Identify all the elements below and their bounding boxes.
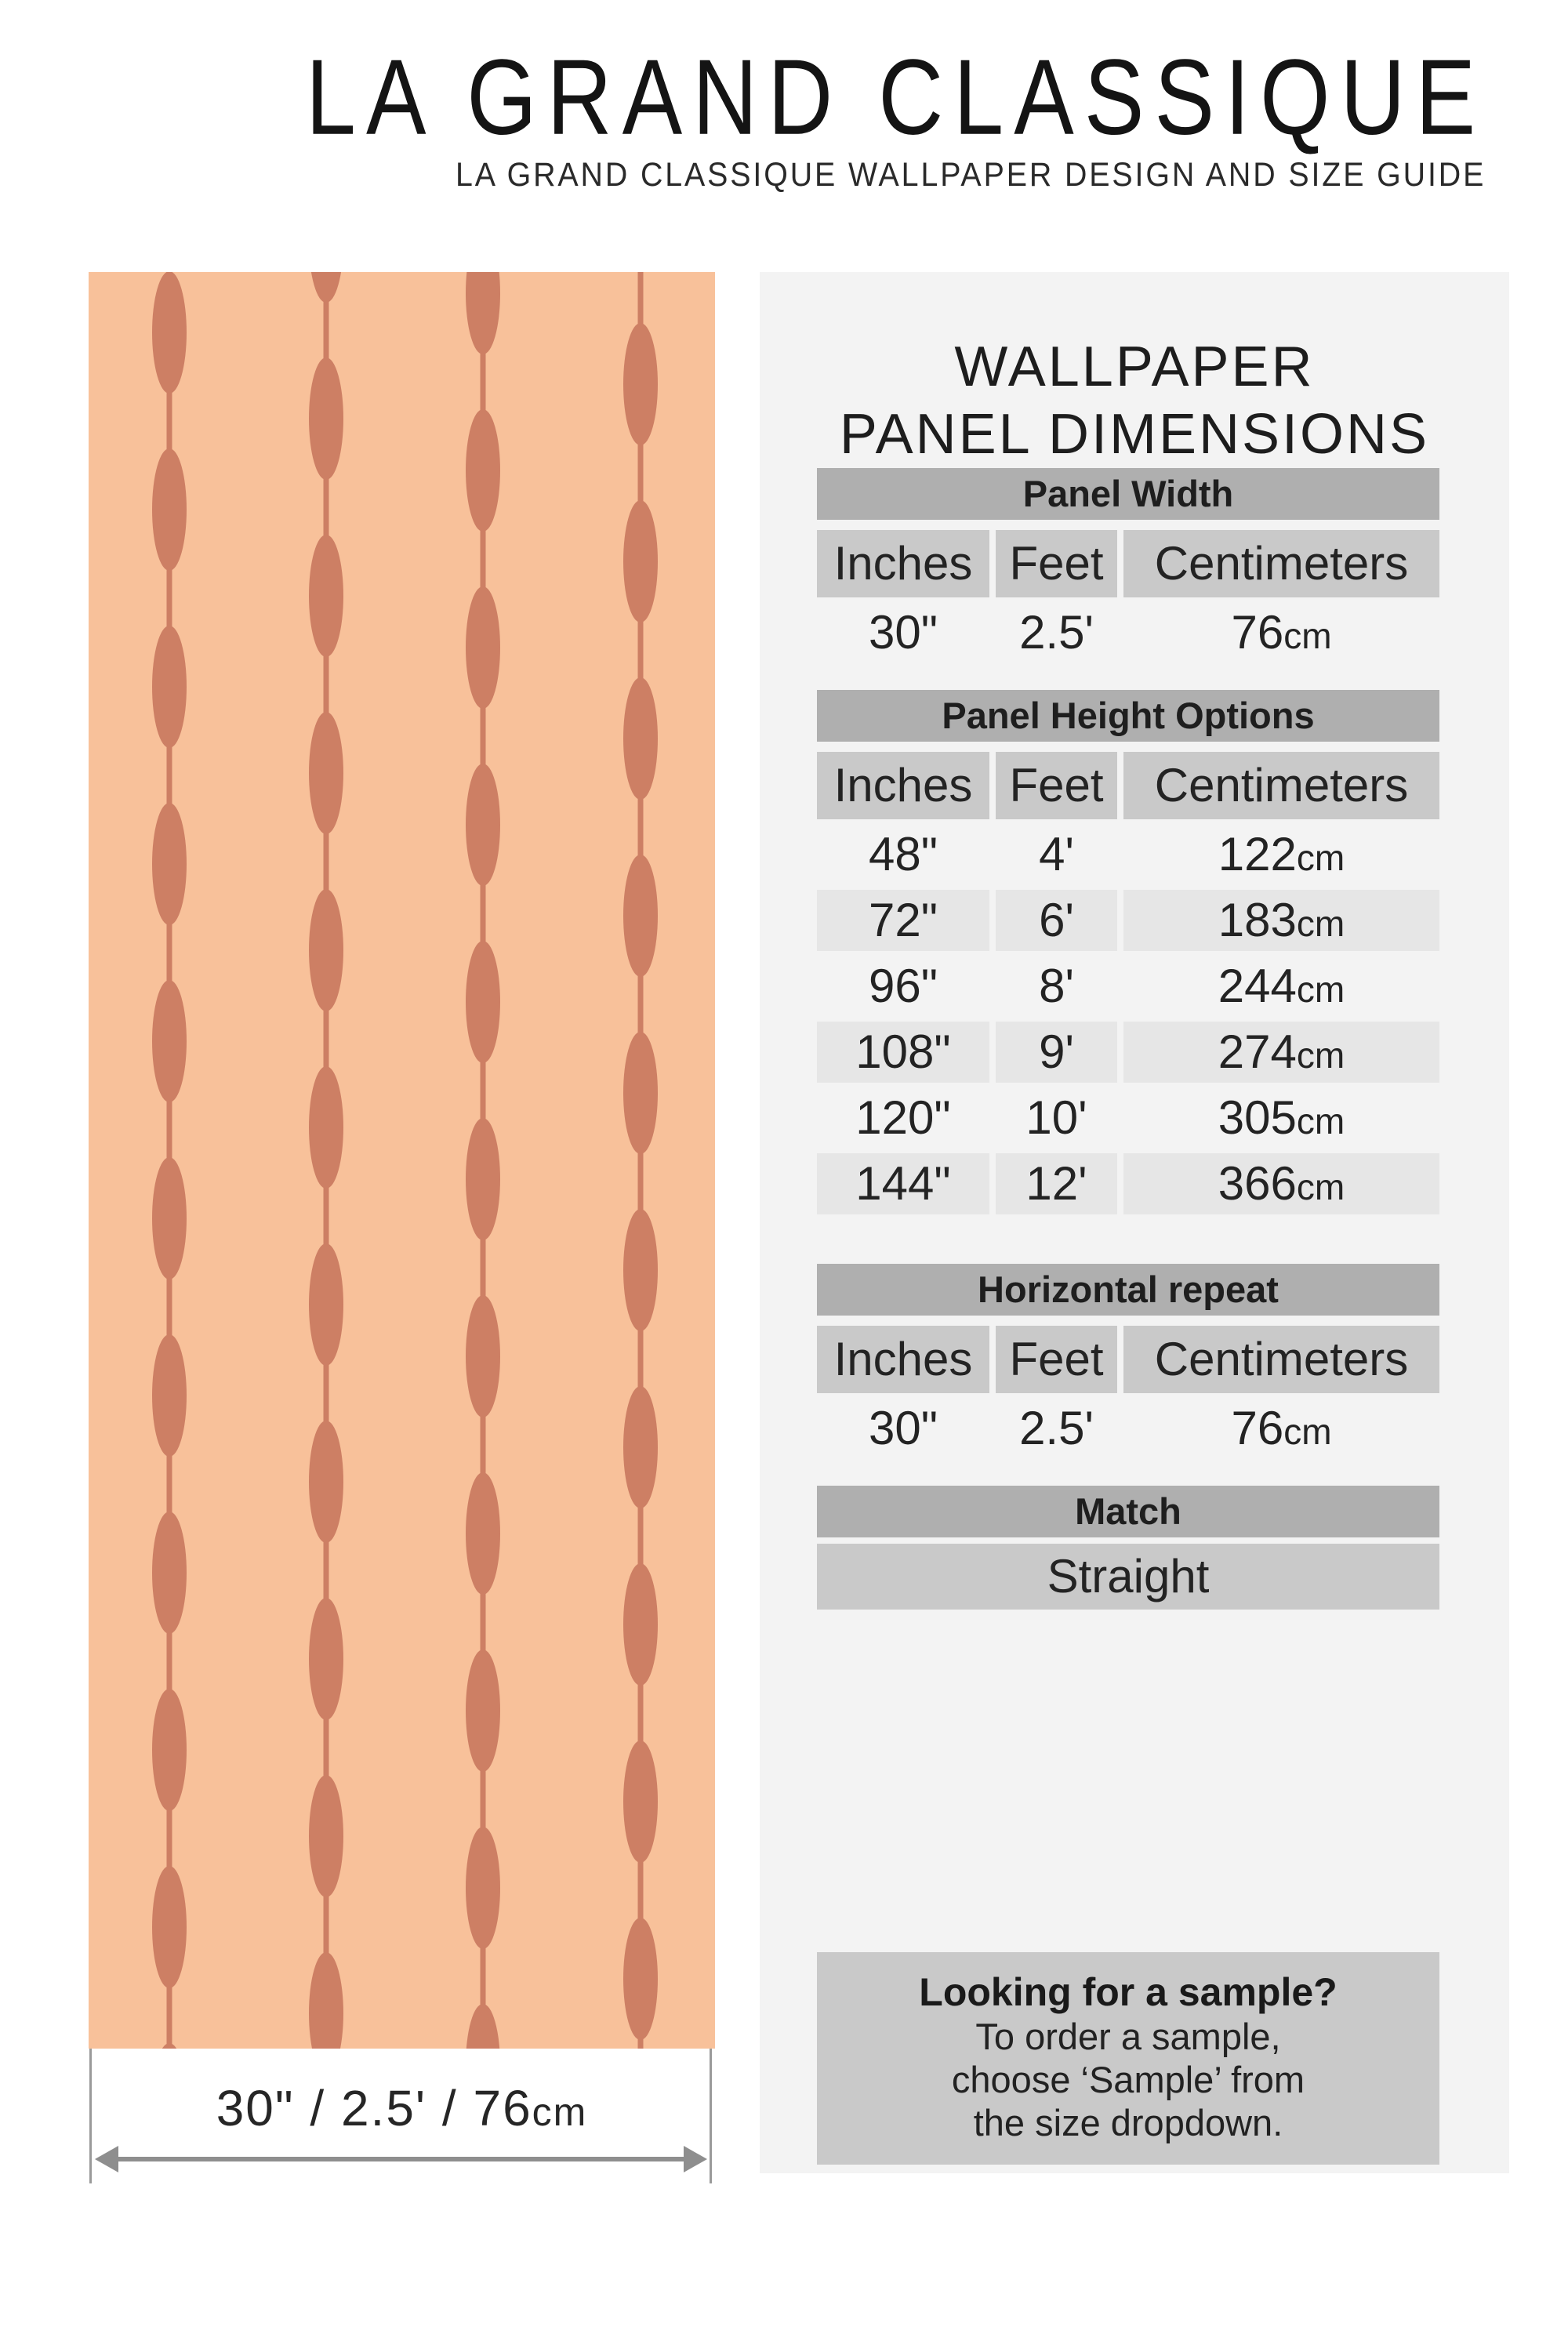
column-header-centimeters: Centimeters <box>1123 530 1439 597</box>
column-header-centimeters: Centimeters <box>1123 752 1439 819</box>
column-header-inches: Inches <box>817 1326 989 1393</box>
column-header-feet: Feet <box>996 1326 1117 1393</box>
column-header-inches: Inches <box>817 530 989 597</box>
sample-note-line: To order a sample, <box>975 2016 1281 2057</box>
dimensions-panel: WALLPAPER PANEL DIMENSIONS Panel Width I… <box>760 272 1509 2173</box>
panel-width-annotation-unit: cm <box>532 2090 588 2134</box>
panel-width-annotation: 30" / 2.5' / 76cm <box>89 2079 715 2137</box>
column-header-centimeters: Centimeters <box>1123 1326 1439 1393</box>
table-row: 120" 10' 305cm <box>855 1091 1345 1144</box>
table-row: 30" 2.5' 76cm <box>817 600 1439 666</box>
extension-line-left <box>89 2049 92 2183</box>
panel-width-annotation-value: 30" / 2.5' / 76 <box>216 2080 532 2136</box>
table-row: 72" 6' 183cm <box>817 887 1439 953</box>
value-inches: 30" <box>868 606 938 659</box>
column-header-feet: Feet <box>996 752 1117 819</box>
wallpaper-pattern <box>152 272 658 2049</box>
extension-line-right <box>710 2049 712 2183</box>
wallpaper-preview <box>89 272 715 2049</box>
section-header-horizontal-repeat: Horizontal repeat <box>817 1264 1439 1316</box>
table-row: 144" 12' 366cm <box>817 1151 1439 1217</box>
column-headers-panel-height: Inches Feet Centimeters <box>817 752 1439 819</box>
page-title: LA GRAND CLASSIQUE <box>305 37 1486 157</box>
value-centimeters: 76cm <box>1231 606 1332 659</box>
sample-note: Looking for a sample? To order a sample,… <box>817 1952 1439 2165</box>
sample-note-line: the size dropdown. <box>973 2102 1283 2143</box>
section-header-panel-width: Panel Width <box>817 468 1439 520</box>
page-subtitle: LA GRAND CLASSIQUE WALLPAPER DESIGN AND … <box>455 155 1486 194</box>
dimensions-title: WALLPAPER PANEL DIMENSIONS <box>760 333 1509 469</box>
section-header-match: Match <box>817 1486 1439 1537</box>
table-row: 30" 2.5' 76cm <box>868 1402 1332 1454</box>
sample-note-line: choose ‘Sample’ from <box>951 2059 1305 2100</box>
table-row: 108" 9' 274cm <box>817 1019 1439 1085</box>
dimensions-title-line2: PANEL DIMENSIONS <box>839 403 1430 466</box>
column-headers-horizontal-repeat: Inches Feet Centimeters <box>817 1326 1439 1393</box>
section-header-panel-height: Panel Height Options <box>817 690 1439 742</box>
column-header-feet: Feet <box>996 530 1117 597</box>
brand-header: LA GRAND CLASSIQUE LA GRAND CLASSIQUE WA… <box>230 37 1486 194</box>
table-row: 48" 4' 122cm <box>868 828 1345 880</box>
arrow-right-icon <box>684 2146 707 2172</box>
sample-note-title: Looking for a sample? <box>919 1970 1338 2014</box>
match-value: Straight <box>817 1544 1439 1610</box>
column-headers-panel-width: Inches Feet Centimeters <box>817 530 1439 597</box>
dimensions-title-line1: WALLPAPER <box>954 336 1315 398</box>
value-feet: 2.5' <box>1019 606 1094 659</box>
column-header-inches: Inches <box>817 752 989 819</box>
arrow-shaft <box>114 2157 688 2161</box>
table-row: 96" 8' 244cm <box>868 960 1345 1012</box>
